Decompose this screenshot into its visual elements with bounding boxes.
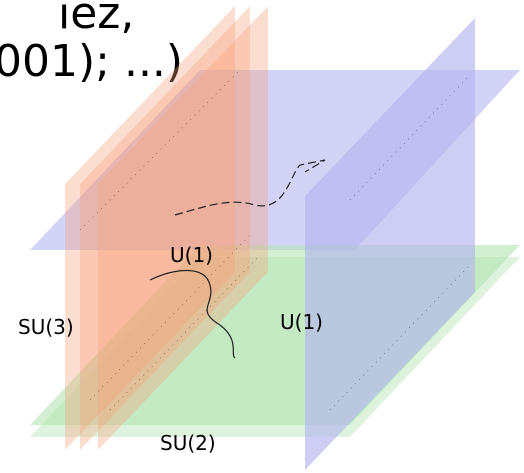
page: iez, 001); ...) U(1) SU(3) U(1) SU(2) ((… [0,0,524,473]
label: SU(2) [160,431,216,455]
label: SU(3) [18,315,74,339]
label: U(1) [170,243,213,267]
header-line2: 001); ...) [0,36,183,87]
label: U(1) [280,310,323,334]
diagram: iez, 001); ...) U(1) SU(3) U(1) SU(2) [0,0,524,473]
header-line1: iez, [58,0,134,39]
